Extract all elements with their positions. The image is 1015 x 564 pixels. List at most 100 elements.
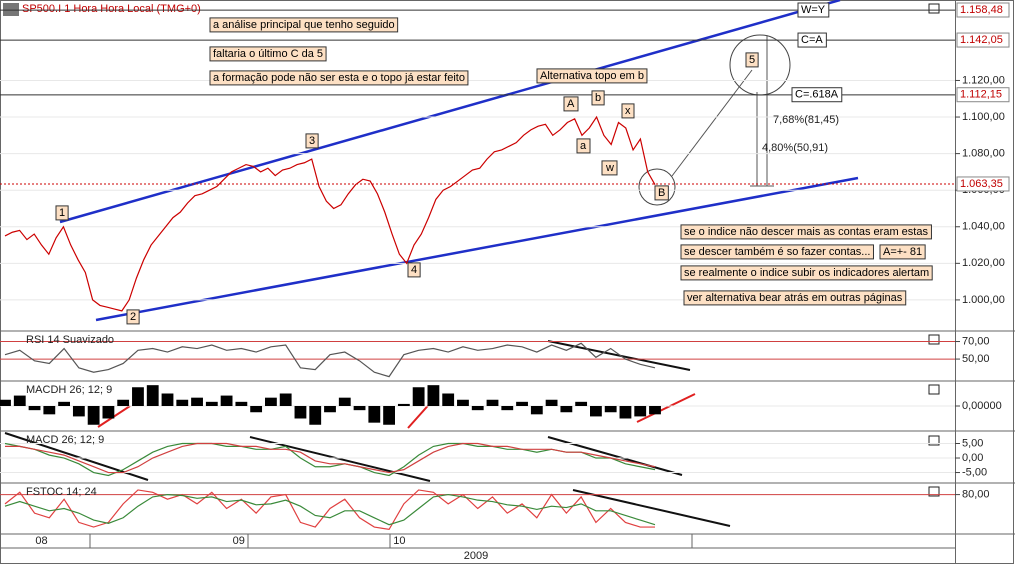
wave-label: 4 xyxy=(411,264,417,276)
wave-label-box xyxy=(126,309,140,325)
x-tick-label: 08 xyxy=(35,535,47,547)
divergence-line xyxy=(249,436,431,482)
bar xyxy=(0,399,11,406)
window-button[interactable] xyxy=(928,3,940,14)
measure: 7,68%(81,45) xyxy=(773,114,839,126)
bar xyxy=(220,395,233,406)
bar xyxy=(471,406,484,411)
wave-label-box xyxy=(576,138,591,154)
bar xyxy=(338,397,351,406)
wave-label: 5 xyxy=(749,54,755,66)
y-tick-label: 1.040,00 xyxy=(962,221,1005,233)
bar xyxy=(176,399,189,406)
annotation-box xyxy=(209,46,327,62)
annotation: se descer também é so fazer contas... xyxy=(684,246,870,258)
level-note: C=.618A xyxy=(795,89,839,101)
bar xyxy=(501,406,514,411)
x-tick-label: 09 xyxy=(233,535,245,547)
series-line xyxy=(5,442,656,474)
panel-title: SP500.I 1 Hora Hora Local (TMG+0) xyxy=(22,3,201,15)
y-tick-label: 70,00 xyxy=(962,335,990,347)
bar xyxy=(619,406,632,419)
channel-line xyxy=(95,176,859,322)
bar xyxy=(132,387,144,406)
annotation-box xyxy=(209,17,399,33)
bar xyxy=(590,406,602,417)
wave-label-box xyxy=(591,90,605,106)
level-note: C=A xyxy=(801,34,823,46)
series-line xyxy=(4,342,656,378)
annotation: A=+- 81 xyxy=(883,246,922,258)
annotation: faltaria o último C da 5 xyxy=(213,48,323,60)
annotation: a formação pode não ser esta e o topo já… xyxy=(213,72,465,84)
y-tick-label: -5,00 xyxy=(962,466,987,478)
bar xyxy=(294,406,307,419)
y-tick-label: 0,00000 xyxy=(962,400,1002,412)
wave-label: B xyxy=(658,187,665,199)
bar xyxy=(265,397,277,406)
panel-title: FSTOC 14; 24 xyxy=(26,486,97,498)
window-button[interactable] xyxy=(928,486,940,497)
y-tick-label: 1.020,00 xyxy=(962,257,1005,269)
y-tick-label: 50,00 xyxy=(962,353,990,365)
bar xyxy=(146,385,159,406)
bar xyxy=(161,393,174,406)
window-button[interactable] xyxy=(928,435,940,446)
window-button[interactable] xyxy=(928,384,940,395)
panel-title: MACDH 26; 12; 9 xyxy=(26,384,112,396)
arrow xyxy=(671,69,753,177)
level-label-box xyxy=(956,32,1010,48)
wave-label: x xyxy=(625,105,631,117)
annotation-box xyxy=(209,70,469,86)
measure: 4,80%(50,91) xyxy=(762,142,828,154)
bar xyxy=(412,387,425,406)
annotation: a análise principal que tenho seguido xyxy=(213,19,395,31)
series-line xyxy=(4,489,655,531)
level-note-box xyxy=(797,32,827,48)
series-line xyxy=(4,115,656,312)
bar xyxy=(457,399,469,406)
level-label-box xyxy=(956,2,1010,18)
wave-label: w xyxy=(605,162,614,174)
bar xyxy=(235,401,248,406)
channel-line xyxy=(59,0,841,224)
bar xyxy=(634,406,647,417)
level-note-box xyxy=(797,2,830,18)
wave-label-box xyxy=(407,262,421,278)
wave-label: 1 xyxy=(59,207,65,219)
y-tick-label: 1.000,00 xyxy=(962,294,1005,306)
bar xyxy=(486,399,499,406)
wave-label-box xyxy=(621,103,635,119)
bar xyxy=(427,385,440,406)
annotation-box xyxy=(680,224,932,240)
bar xyxy=(397,403,410,406)
y-tick-label: 1.080,00 xyxy=(962,148,1005,160)
bar xyxy=(368,406,381,423)
window-button[interactable] xyxy=(928,334,940,345)
level-label-box xyxy=(956,176,1010,192)
bar xyxy=(649,406,661,415)
bar xyxy=(87,406,100,425)
wave-label-box xyxy=(305,133,319,149)
panel-title: MACD 26; 12; 9 xyxy=(26,434,104,446)
bar xyxy=(324,406,336,413)
window-controls xyxy=(928,3,940,497)
divergence-line xyxy=(636,393,696,423)
bar xyxy=(309,406,322,425)
annotation-box xyxy=(680,244,874,260)
annotation-box xyxy=(536,68,648,84)
bar xyxy=(560,406,573,413)
level-note-box xyxy=(791,87,843,103)
bar xyxy=(191,397,203,406)
bar xyxy=(575,401,588,406)
bar xyxy=(383,406,395,425)
bar xyxy=(102,406,115,419)
bar xyxy=(604,406,617,413)
circle xyxy=(638,168,676,206)
y-tick-label: 1.100,00 xyxy=(962,111,1005,123)
annotation-box xyxy=(680,265,933,281)
bar xyxy=(72,406,85,417)
annotation: se o indice não descer mais as contas er… xyxy=(684,226,928,238)
annotation: se realmente o indice subir os indicador… xyxy=(684,267,929,279)
